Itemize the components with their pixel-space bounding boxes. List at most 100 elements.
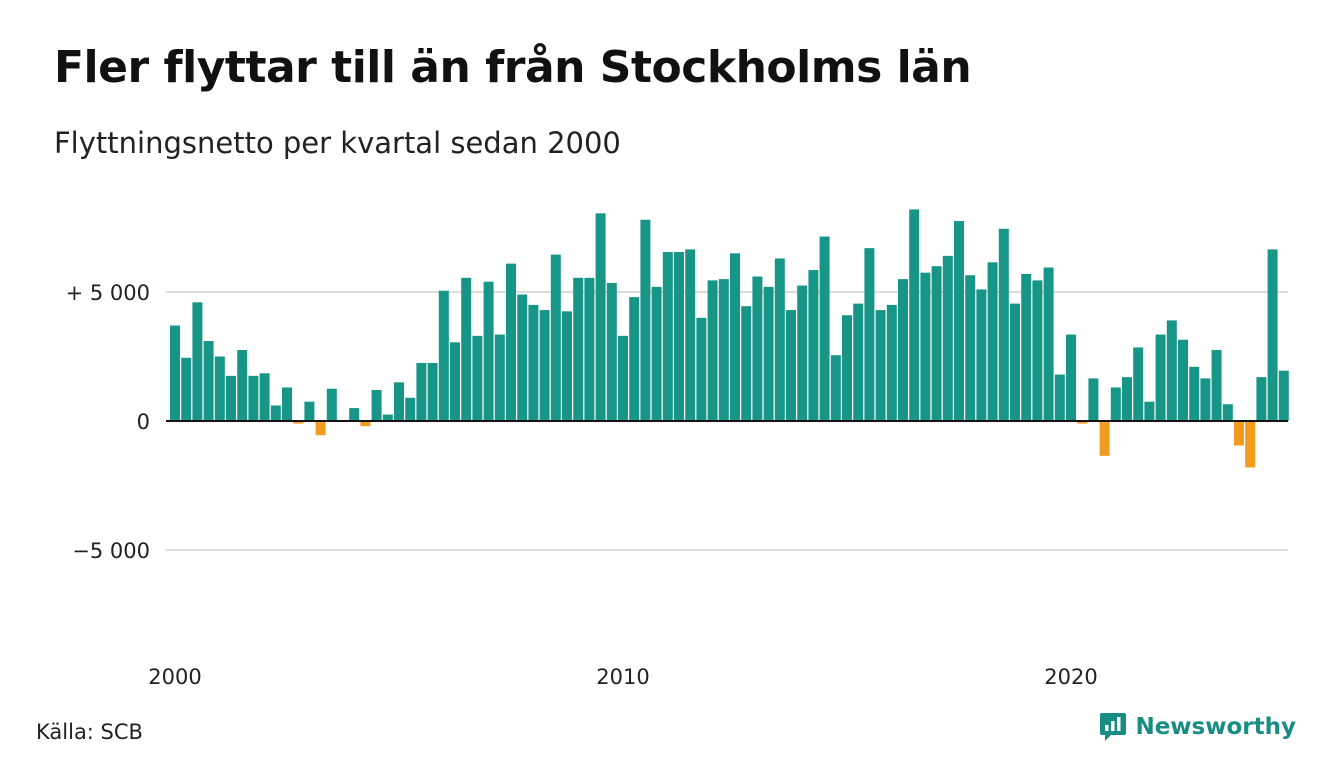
- bar: [1099, 421, 1110, 456]
- bar: [629, 297, 640, 421]
- brand-name: Newsworthy: [1135, 714, 1296, 740]
- bar: [730, 253, 740, 421]
- newsworthy-logo-icon: [1100, 713, 1127, 741]
- bar: [1256, 377, 1267, 421]
- bar: [1054, 374, 1065, 421]
- bar: [1077, 421, 1088, 424]
- bar: [1066, 334, 1076, 421]
- bar: [293, 421, 304, 424]
- x-tick-label: 2010: [596, 665, 649, 689]
- brand-logo[interactable]: Newsworthy: [1099, 712, 1296, 742]
- bar: [864, 248, 875, 421]
- bar: [1122, 377, 1132, 421]
- bar: [270, 405, 281, 421]
- bar: [662, 252, 673, 421]
- bar: [192, 302, 203, 421]
- bar: [898, 279, 908, 421]
- y-tick-label: + 5 000: [66, 281, 150, 305]
- bar: [461, 277, 472, 421]
- bar: [741, 306, 752, 421]
- x-tick-labels: 2000 2010 2020: [148, 665, 1097, 689]
- bar: [1133, 347, 1144, 421]
- bar: [1278, 370, 1289, 421]
- bar: [237, 350, 248, 421]
- source-note: Källa: SCB: [36, 720, 143, 744]
- bar: [371, 390, 382, 421]
- bar: [954, 221, 964, 421]
- bar: [539, 310, 550, 421]
- bar: [842, 315, 852, 421]
- bar: [1211, 350, 1222, 421]
- bar: [438, 290, 449, 421]
- bar: [819, 236, 830, 421]
- bar: [786, 310, 796, 421]
- bar: [1234, 421, 1244, 446]
- y-tick-label: 0: [137, 410, 150, 434]
- bar: [707, 280, 718, 421]
- bar: [1021, 273, 1032, 421]
- bar: [1189, 366, 1200, 421]
- chart-title: Fler flyttar till än från Stockholms län: [54, 42, 972, 93]
- bar: [1222, 404, 1233, 421]
- bar: [528, 304, 539, 421]
- bar: [181, 357, 192, 421]
- bar: [360, 421, 371, 427]
- bar: [427, 362, 438, 421]
- bar: [550, 254, 561, 421]
- bar: [282, 387, 292, 421]
- bar: [483, 281, 494, 421]
- bar: [472, 335, 483, 421]
- bar: [595, 213, 606, 421]
- bar: [640, 219, 651, 421]
- bar: [394, 382, 404, 421]
- bar: [349, 408, 360, 421]
- bar: [674, 252, 684, 421]
- bar: [998, 228, 1009, 421]
- bar: [1155, 334, 1166, 421]
- bar: [909, 209, 920, 421]
- bar: [382, 414, 393, 421]
- bar: [606, 282, 617, 421]
- bar: [517, 294, 528, 421]
- bar: [584, 277, 595, 421]
- bar: [170, 325, 180, 421]
- bar: [203, 341, 214, 421]
- bar: [830, 355, 841, 421]
- bar: [573, 277, 584, 421]
- bar: [942, 255, 953, 421]
- x-tick-label: 2020: [1044, 665, 1097, 689]
- y-tick-label: −5 000: [72, 539, 150, 563]
- bar: [1110, 387, 1121, 421]
- bar: [752, 276, 763, 421]
- bar: [618, 335, 628, 421]
- bar: [875, 310, 886, 421]
- bar: [797, 285, 808, 421]
- bar: [506, 263, 516, 421]
- bar: [416, 362, 427, 421]
- bar: [1144, 401, 1155, 421]
- bar: [920, 272, 931, 421]
- bar: [965, 275, 976, 421]
- bars: [170, 209, 1289, 468]
- bar: [886, 304, 897, 421]
- bar: [718, 279, 729, 421]
- bar: [1032, 280, 1043, 421]
- bar: [1010, 303, 1020, 421]
- bar: [315, 421, 326, 436]
- bar: [304, 401, 315, 421]
- bar: [405, 397, 416, 421]
- bar: [248, 375, 259, 421]
- chart-subtitle: Flyttningsnetto per kvartal sedan 2000: [54, 126, 621, 160]
- bar: [214, 356, 225, 421]
- x-tick-label: 2000: [148, 665, 201, 689]
- bar: [931, 266, 942, 421]
- bar: [1043, 267, 1054, 421]
- bar: [226, 375, 236, 421]
- y-tick-labels: + 5 000 0 −5 000: [66, 281, 150, 563]
- bar: [1200, 378, 1211, 421]
- bar: [1166, 320, 1177, 421]
- bar: [763, 286, 774, 421]
- bar: [651, 286, 662, 421]
- bar: [562, 311, 572, 421]
- bar: [494, 334, 505, 421]
